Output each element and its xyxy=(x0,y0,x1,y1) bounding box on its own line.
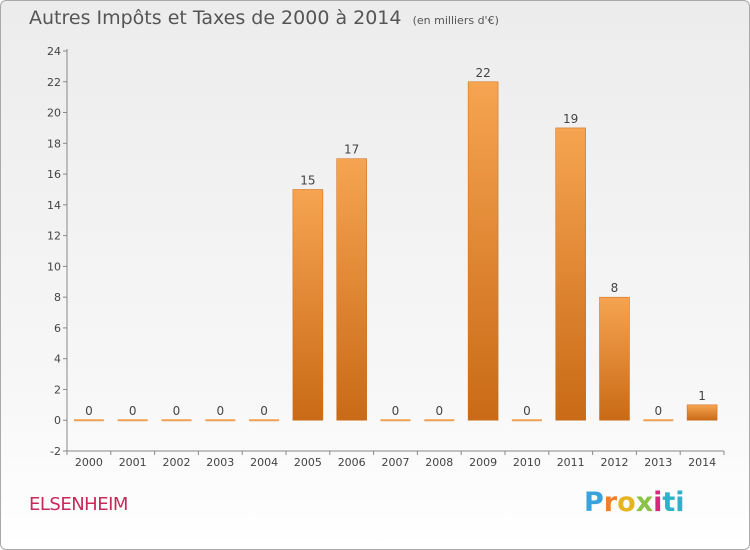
bar-2012 xyxy=(599,296,630,421)
bar-2006 xyxy=(336,158,367,421)
x-tick-label-2000: 2000 xyxy=(75,456,103,469)
data-label-2005: 15 xyxy=(300,173,315,187)
data-label-2003: 0 xyxy=(216,404,224,418)
x-tick-label-2003: 2003 xyxy=(206,456,234,469)
bar-2005 xyxy=(292,189,324,421)
x-tick-label-2012: 2012 xyxy=(601,456,629,469)
x-tick-label-2010: 2010 xyxy=(513,456,541,469)
data-label-2004: 0 xyxy=(260,404,268,418)
x-tick-label-2014: 2014 xyxy=(688,456,716,469)
x-tick-label-2002: 2002 xyxy=(163,456,191,469)
data-label-2007: 0 xyxy=(392,404,400,418)
data-label-2008: 0 xyxy=(435,404,443,418)
x-tick-label-2009: 2009 xyxy=(469,456,497,469)
chart-unit-note: (en milliers d'€) xyxy=(412,14,499,27)
data-label-2010: 0 xyxy=(523,404,531,418)
bar-2014 xyxy=(686,404,718,421)
y-tick-label: 20 xyxy=(47,107,61,120)
chart-title: Autres Impôts et Taxes de 2000 à 2014 xyxy=(29,7,402,29)
chart-title-block: Autres Impôts et Taxes de 2000 à 2014 (e… xyxy=(29,7,499,29)
data-label-2012: 8 xyxy=(611,281,619,295)
y-tick-label: 24 xyxy=(47,45,61,58)
y-tick-label: 18 xyxy=(47,137,61,150)
x-tick-label-2005: 2005 xyxy=(294,456,322,469)
data-label-2013: 0 xyxy=(654,404,662,418)
x-tick-label-2008: 2008 xyxy=(425,456,453,469)
data-label-2001: 0 xyxy=(129,404,137,418)
data-label-2014: 1 xyxy=(698,389,706,403)
y-tick-label: 0 xyxy=(54,414,61,427)
y-tick-label: 12 xyxy=(47,230,61,243)
x-tick-label-2007: 2007 xyxy=(382,456,410,469)
x-tick-label-2006: 2006 xyxy=(338,456,366,469)
data-label-2011: 19 xyxy=(563,112,578,126)
bar-2011 xyxy=(555,127,586,421)
y-tick-label: 4 xyxy=(54,353,61,366)
x-tick-label-2001: 2001 xyxy=(119,456,147,469)
y-tick-label: 6 xyxy=(54,322,61,335)
data-label-2009: 22 xyxy=(475,66,490,80)
proxiti-logo: Proxiti xyxy=(584,487,685,518)
place-name: ELSENHEIM xyxy=(29,494,128,515)
data-label-2000: 0 xyxy=(85,404,93,418)
x-tick-label-2011: 2011 xyxy=(557,456,585,469)
data-label-2002: 0 xyxy=(173,404,181,418)
y-tick-label: -2 xyxy=(50,445,61,458)
x-tick-label-2013: 2013 xyxy=(644,456,672,469)
x-tick-label-2004: 2004 xyxy=(250,456,278,469)
y-tick-label: 8 xyxy=(54,291,61,304)
y-tick-label: 22 xyxy=(47,76,61,89)
y-tick-label: 16 xyxy=(47,168,61,181)
y-tick-label: 10 xyxy=(47,260,61,273)
bar-2009 xyxy=(467,81,499,421)
data-label-2006: 17 xyxy=(344,143,359,157)
y-tick-label: 14 xyxy=(47,199,61,212)
y-tick-label: 2 xyxy=(54,383,61,396)
